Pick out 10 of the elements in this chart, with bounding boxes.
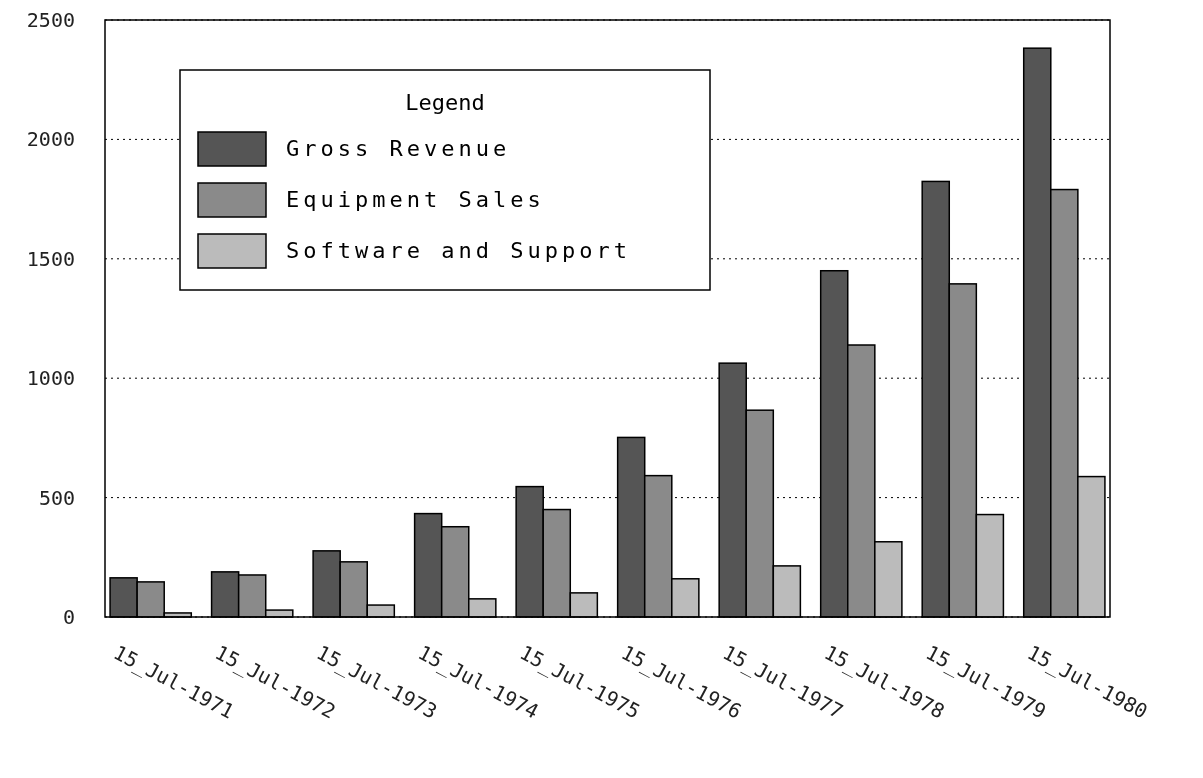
y-tick-label: 1000: [26, 366, 75, 391]
y-tick-label: 2500: [26, 8, 75, 32]
y-tick-label: 0: [62, 605, 75, 629]
legend-label: Software and Support: [286, 238, 631, 263]
y-tick-label: 1500: [26, 246, 75, 271]
y-tick-label: 2000: [26, 127, 75, 152]
legend-title: Legend: [405, 90, 485, 115]
y-tick-label: 500: [38, 485, 75, 510]
legend-label: Equipment Sales: [286, 187, 545, 212]
legend-label: Gross Revenue: [286, 136, 511, 161]
